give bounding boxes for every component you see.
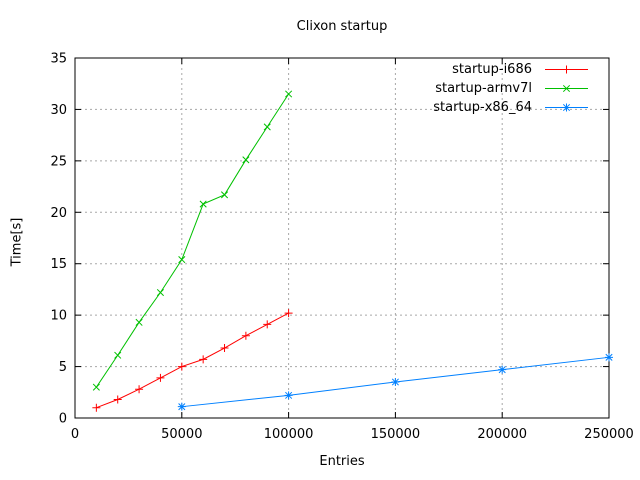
- x-tick-label: 150000: [371, 427, 421, 442]
- series-marker-startup-i686: [156, 373, 165, 382]
- x-tick-label: 0: [71, 427, 79, 442]
- series-marker-startup-x86_64: [177, 402, 186, 411]
- y-tick-label: 35: [50, 52, 67, 67]
- series-marker-startup-x86_64: [284, 391, 293, 400]
- y-tick-label: 5: [59, 360, 67, 375]
- y-axis-label: Time[s]: [9, 217, 25, 267]
- series-marker-startup-x86_64: [391, 378, 400, 386]
- legend-sample-marker: [562, 84, 571, 93]
- legend-line-sample: [545, 65, 588, 74]
- legend-sample-marker: [562, 103, 571, 112]
- legend-label: startup-x86_64: [433, 100, 532, 115]
- y-tick-label: 15: [50, 257, 67, 272]
- legend-sample-marker: [562, 65, 571, 74]
- legend-item: startup-i686: [433, 60, 588, 79]
- series-marker-startup-armv7l: [220, 191, 229, 199]
- series-marker-startup-i686: [284, 309, 293, 318]
- y-tick-label: 25: [50, 154, 67, 169]
- series-marker-startup-armv7l: [135, 318, 143, 326]
- x-tick-label: 200000: [477, 427, 527, 442]
- x-tick-label: 50000: [161, 427, 202, 442]
- series-marker-startup-i686: [241, 331, 250, 340]
- series-marker-startup-i686: [177, 362, 186, 371]
- x-tick-label: 100000: [264, 427, 314, 442]
- series-marker-startup-armv7l: [114, 351, 122, 359]
- series-marker-startup-i686: [92, 403, 101, 412]
- series-marker-startup-i686: [263, 320, 272, 329]
- series-marker-startup-x86_64: [605, 353, 613, 362]
- legend-label: startup-armv7l: [435, 81, 532, 96]
- series-line-startup-i686: [96, 312, 289, 409]
- y-tick-label: 0: [59, 412, 67, 427]
- x-axis-label: Entries: [319, 454, 365, 469]
- series-marker-startup-i686: [135, 385, 144, 394]
- y-tick-label: 10: [50, 309, 67, 324]
- y-tick-label: 20: [50, 206, 67, 221]
- series-marker-startup-armv7l: [178, 256, 186, 264]
- legend-label: startup-i686: [452, 62, 532, 77]
- legend: startup-i686 startup-armv7l startup-x86_64: [433, 60, 588, 117]
- series-marker-startup-x86_64: [498, 365, 507, 374]
- series-marker-startup-i686: [220, 344, 229, 353]
- legend-item: startup-x86_64: [433, 98, 588, 117]
- series-marker-startup-i686: [113, 395, 122, 404]
- series-marker-startup-armv7l: [156, 288, 164, 297]
- chart-title: Clixon startup: [296, 19, 388, 34]
- series-marker-startup-armv7l: [285, 90, 293, 98]
- series-marker-startup-armv7l: [92, 383, 100, 391]
- y-tick-label: 30: [50, 103, 67, 118]
- legend-line-sample: [545, 103, 588, 112]
- series-marker-startup-armv7l: [242, 156, 250, 164]
- x-tick-label: 250000: [584, 427, 634, 442]
- series-line-startup-armv7l: [95, 93, 290, 388]
- plot-border: [74, 57, 610, 419]
- series-marker-startup-armv7l: [199, 200, 207, 208]
- series-marker-startup-armv7l: [263, 123, 271, 131]
- series-marker-startup-i686: [199, 355, 208, 364]
- legend-line-sample: [545, 84, 588, 93]
- legend-item: startup-armv7l: [433, 79, 588, 98]
